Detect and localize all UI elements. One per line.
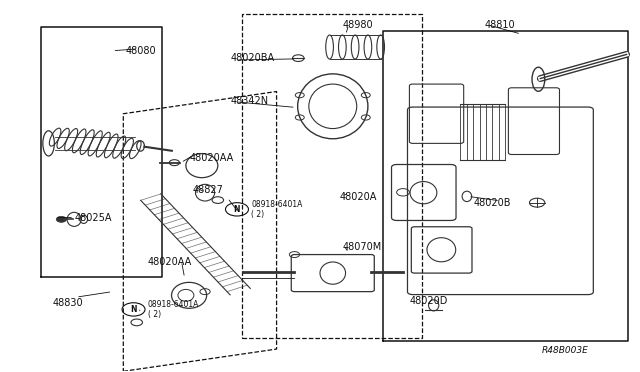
Text: 48020BA: 48020BA <box>230 53 275 63</box>
Text: N: N <box>131 305 137 314</box>
Text: 08918-6401A
( 2): 08918-6401A ( 2) <box>251 200 303 219</box>
Text: 48020A: 48020A <box>339 192 376 202</box>
Text: 48020AA: 48020AA <box>189 153 234 163</box>
Text: 48020B: 48020B <box>473 198 511 208</box>
Text: 48070M: 48070M <box>342 242 381 252</box>
Text: 48342N: 48342N <box>230 96 269 106</box>
Text: 48980: 48980 <box>342 20 373 30</box>
Text: N: N <box>234 205 240 214</box>
Text: 48080: 48080 <box>125 46 156 56</box>
Text: 48025A: 48025A <box>74 212 111 222</box>
Text: 08918-6401A
( 2): 08918-6401A ( 2) <box>148 300 199 319</box>
Text: 48810: 48810 <box>484 20 515 30</box>
Text: R48B003E: R48B003E <box>541 346 588 355</box>
Text: 48020D: 48020D <box>410 296 448 306</box>
Text: 48020AA: 48020AA <box>148 257 192 267</box>
Circle shape <box>56 217 67 222</box>
Text: 48830: 48830 <box>53 298 84 308</box>
Text: 48827: 48827 <box>192 185 223 195</box>
